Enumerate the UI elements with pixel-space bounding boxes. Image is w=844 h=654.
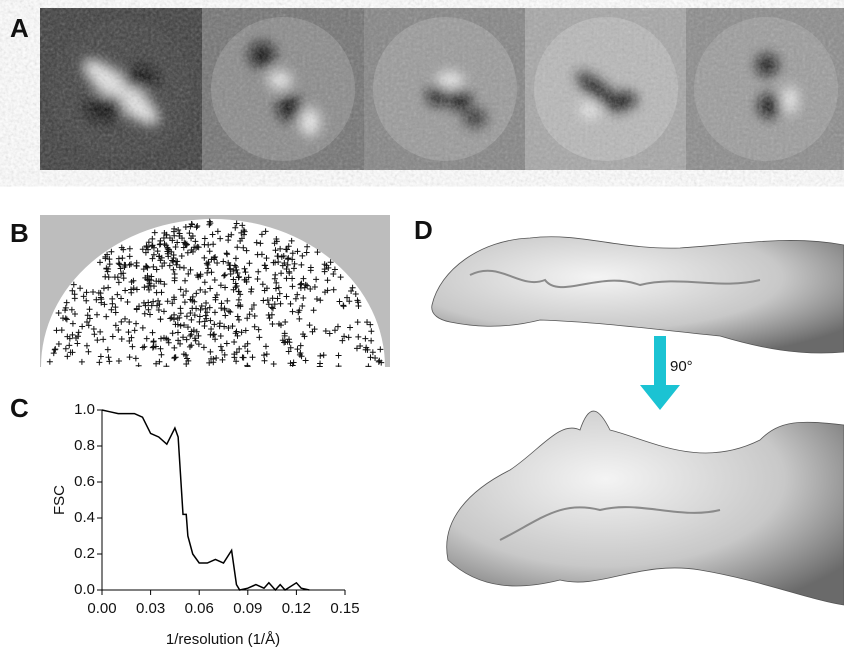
density-maps — [432, 237, 844, 605]
y-tick-label: 0.8 — [74, 437, 95, 454]
x-tick-label: 0.15 — [330, 600, 359, 617]
y-tick-label: 0.0 — [74, 581, 95, 598]
panel-label: A — [10, 13, 29, 43]
y-tick-label: 1.0 — [74, 401, 95, 418]
class-averages — [40, 8, 844, 170]
y-axis-label: FSC — [51, 485, 68, 515]
x-tick-label: 0.00 — [87, 600, 116, 617]
angular-distribution — [40, 215, 390, 515]
panel-label: C — [10, 393, 29, 423]
x-axis-label: 1/resolution (1/Å) — [166, 631, 280, 648]
y-tick-label: 0.2 — [74, 545, 95, 562]
x-tick-label: 0.03 — [136, 600, 165, 617]
panel-label: D — [414, 215, 433, 245]
panel-label: B — [10, 218, 29, 248]
x-tick-label: 0.12 — [282, 600, 311, 617]
rotation-label: 90° — [670, 358, 693, 375]
x-tick-label: 0.06 — [185, 600, 214, 617]
y-tick-label: 0.4 — [74, 509, 95, 526]
x-tick-label: 0.09 — [233, 600, 262, 617]
fsc-line — [102, 410, 309, 590]
figure: A B C D 90° FSC 1/resolution (1/Å) 0.0 0.… — [0, 0, 844, 654]
fsc-chart: FSC 1/resolution (1/Å) 0.0 0.2 0.4 0.6 0.8 1.… — [51, 401, 360, 648]
y-tick-label: 0.6 — [74, 473, 95, 490]
